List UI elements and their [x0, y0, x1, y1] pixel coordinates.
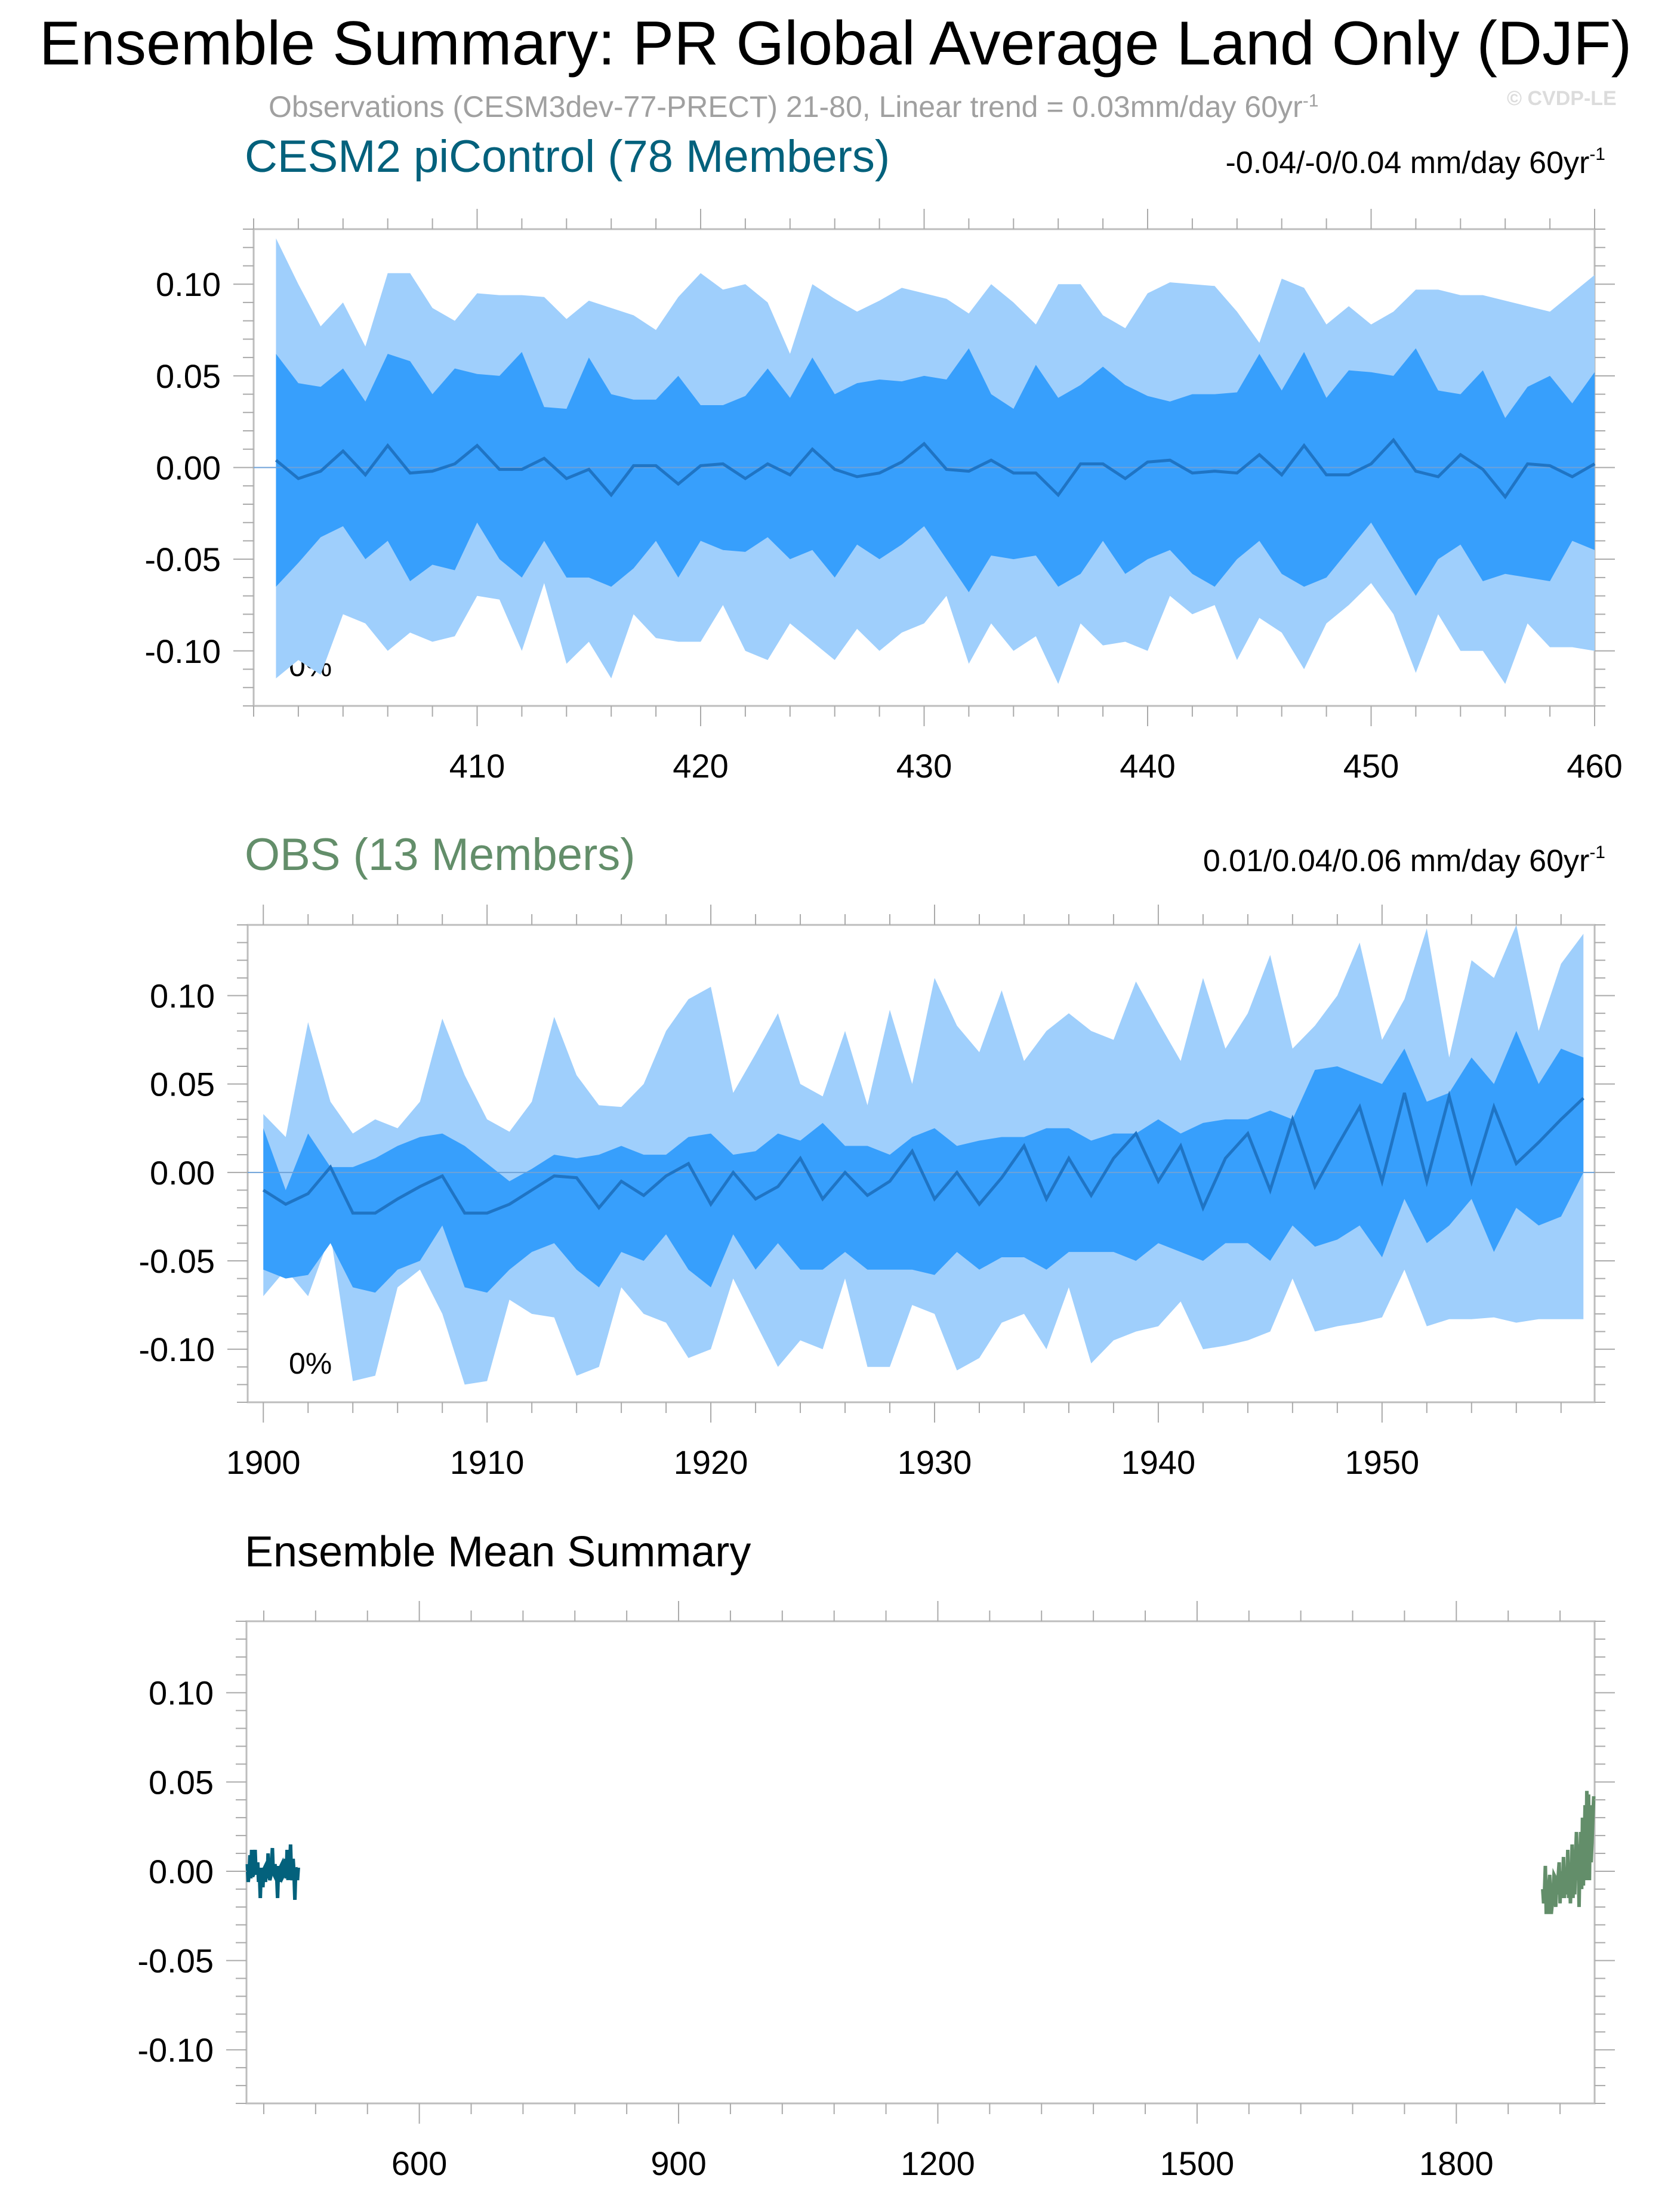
- y-tick-label: -0.05: [138, 1242, 215, 1280]
- y-tick-label: 0.05: [150, 1066, 215, 1103]
- y-tick-label: 0.05: [149, 1763, 214, 1801]
- panel-obs-title: OBS (13 Members): [245, 829, 636, 880]
- y-tick-label: 0.00: [150, 1154, 215, 1192]
- main-title: Ensemble Summary: PR Global Average Land…: [39, 9, 1632, 78]
- panel-obs-percent: 0%: [289, 1347, 332, 1380]
- x-tick-label: 410: [449, 747, 505, 785]
- x-tick-label: 600: [391, 2145, 447, 2182]
- panel-ensemble-mean: Ensemble Mean Summary 0.10 0.05 0.00 -0.05 -…: [137, 1528, 1615, 2182]
- y-tick-label: -0.10: [137, 2031, 214, 2069]
- y-tick-label: -0.10: [138, 1331, 215, 1368]
- inner-range-band: [263, 1031, 1584, 1293]
- x-tick-label: 450: [1343, 747, 1399, 785]
- x-tick-label: 1920: [674, 1443, 748, 1481]
- ensemble-mean-line: [275, 437, 1596, 499]
- watermark: © CVDP-LE: [1507, 87, 1617, 110]
- x-tick-label: 1910: [450, 1443, 525, 1481]
- x-tick-label: 1950: [1345, 1443, 1420, 1481]
- x-tick-label: 1800: [1419, 2145, 1494, 2182]
- y-tick-label: 0.00: [149, 1853, 214, 1890]
- panel-cesm2-trend: -0.04/-0/0.04 mm/day 60yr-1: [1225, 144, 1605, 180]
- x-tick-label: 420: [673, 747, 728, 785]
- panel-obs-trend: 0.01/0.04/0.06 mm/day 60yr-1: [1203, 843, 1605, 878]
- panel-cesm2-trend-sup: -1: [1589, 144, 1605, 164]
- y-tick-label: -0.05: [137, 1942, 214, 1980]
- subtitle: Observations (CESM3dev-77-PRECT) 21-80, …: [269, 90, 1318, 124]
- x-tick-label: 1940: [1121, 1443, 1196, 1481]
- plot-frame: [245, 1620, 1596, 2105]
- subtitle-text: Observations (CESM3dev-77-PRECT) 21-80, …: [269, 90, 1303, 124]
- panel-obs: OBS (13 Members) 0.01/0.04/0.06 mm/day 6…: [138, 829, 1615, 1481]
- x-tick-label: 900: [650, 2145, 706, 2182]
- plot-frame: [246, 924, 1596, 1403]
- y-tick-label: 0.10: [156, 266, 221, 303]
- x-tick-label: 460: [1567, 747, 1622, 785]
- y-tick-label: -0.05: [144, 541, 221, 578]
- obs-mean-line: [1541, 1791, 1596, 1914]
- y-tick-label: 0.10: [150, 977, 215, 1015]
- x-tick-label: 1200: [901, 2145, 975, 2182]
- inner-range-band: [276, 348, 1595, 596]
- cesm2-mean-line: [245, 1844, 300, 1900]
- y-tick-label: 0.05: [156, 357, 221, 395]
- subtitle-superscript: -1: [1302, 91, 1319, 111]
- x-tick-label: 1500: [1160, 2145, 1235, 2182]
- x-tick-label: 440: [1120, 747, 1175, 785]
- ensemble-mean-line: [262, 1090, 1584, 1215]
- panel-obs-trend-sup: -1: [1589, 843, 1605, 862]
- y-tick-label: 0.00: [156, 449, 221, 487]
- x-tick-label: 430: [896, 747, 952, 785]
- panel-obs-trend-text: 0.01/0.04/0.06 mm/day 60yr: [1203, 844, 1590, 878]
- panel-cesm2-trend-text: -0.04/-0/0.04 mm/day 60yr: [1225, 146, 1589, 180]
- y-tick-label: -0.10: [144, 633, 221, 670]
- panel-cesm2: CESM2 piControl (78 Members) -0.04/-0/0.…: [144, 131, 1622, 785]
- panel-cesm2-title: CESM2 piControl (78 Members): [245, 131, 890, 182]
- panel-ensemble-mean-title: Ensemble Mean Summary: [245, 1528, 751, 1576]
- x-tick-label: 1900: [226, 1443, 301, 1481]
- x-tick-label: 1930: [898, 1443, 972, 1481]
- y-tick-label: 0.10: [149, 1674, 214, 1712]
